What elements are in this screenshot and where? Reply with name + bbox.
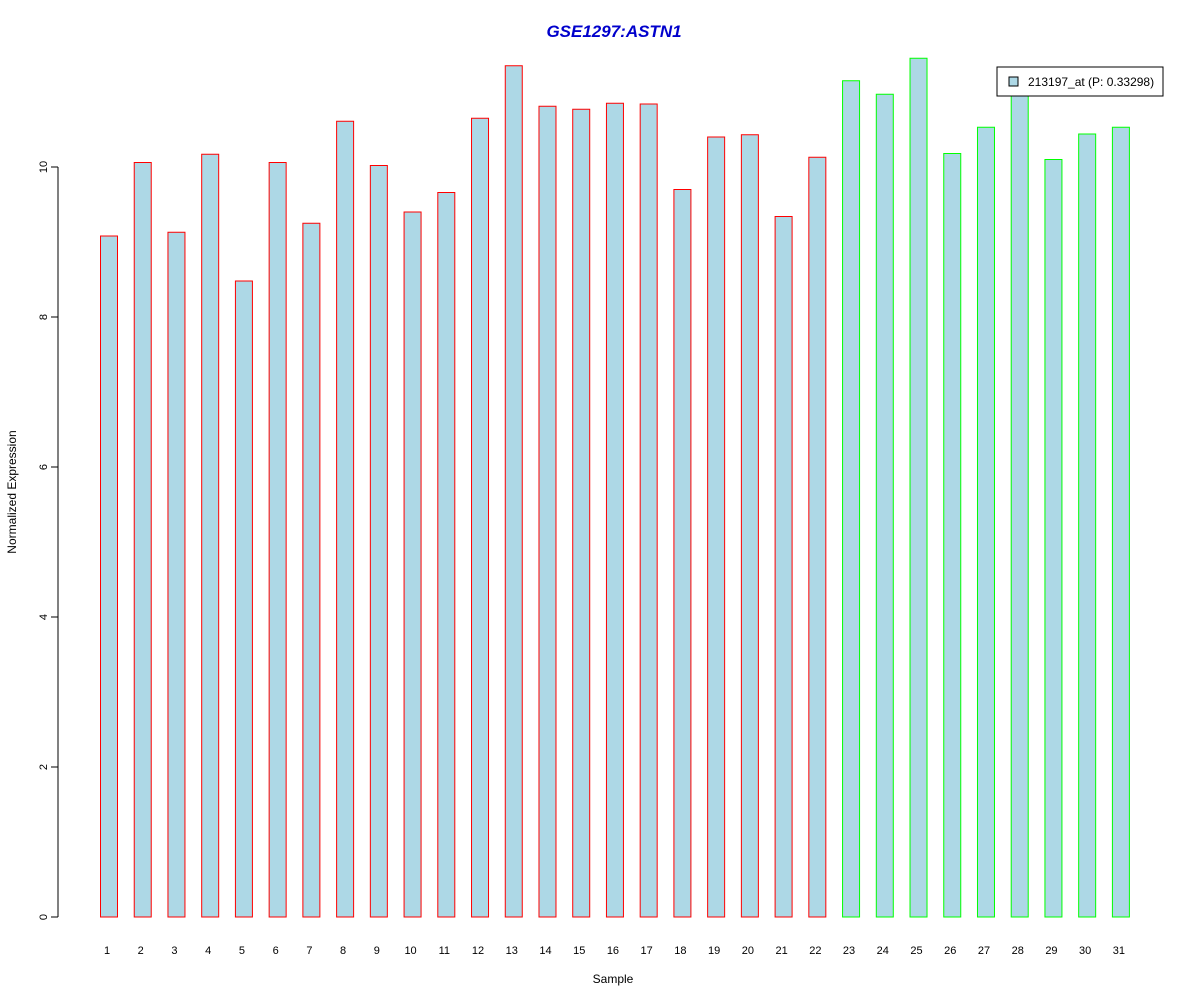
bar-sample-3	[167, 231, 186, 918]
bar-sample-24	[875, 93, 894, 918]
x-tick-label: 27	[978, 945, 990, 957]
bar-sample-15	[572, 108, 591, 918]
bar-sample-13	[504, 65, 523, 918]
bar-sample-16	[605, 102, 624, 918]
x-tick-label: 2	[138, 945, 144, 957]
bar-sample-4	[201, 153, 220, 918]
x-tick-label: 3	[171, 945, 177, 957]
y-axis: 0 2 4 6 8 10	[38, 161, 59, 920]
bar-sample-25	[909, 57, 928, 918]
y-axis-label: Normalized Expression	[5, 430, 19, 553]
x-tick-label: 17	[641, 945, 653, 957]
x-tick-label: 15	[573, 945, 585, 957]
x-tick-label: 8	[340, 945, 346, 957]
x-axis-label: Sample	[593, 972, 634, 986]
bar-sample-14	[538, 105, 557, 918]
x-tick-label: 6	[273, 945, 279, 957]
x-tick-label: 24	[877, 945, 889, 957]
x-tick-label: 21	[775, 945, 787, 957]
y-tick-label: 10	[38, 161, 50, 173]
x-tick-label: 29	[1045, 945, 1057, 957]
bar-sample-10	[403, 211, 422, 918]
bar-sample-1	[100, 235, 118, 918]
bar-sample-20	[740, 134, 759, 918]
x-tick-labels: 1 2 3 4 5 6 7 8 9 10 11 12 13 14 15 16 17 18 19 20 21 22 23 24 2…	[104, 945, 1125, 957]
bar-sample-23	[842, 80, 861, 918]
x-tick-label: 23	[843, 945, 855, 957]
x-tick-label: 4	[205, 945, 211, 957]
bar-sample-11	[437, 192, 456, 918]
x-tick-label: 9	[374, 945, 380, 957]
bar-sample-22	[808, 156, 827, 918]
bar-sample-27	[976, 126, 995, 918]
x-tick-label: 7	[306, 945, 312, 957]
legend-box	[996, 66, 1164, 97]
x-tick-label: 25	[910, 945, 922, 957]
x-tick-label: 31	[1113, 945, 1125, 957]
bar-sample-30	[1078, 133, 1097, 918]
bar-sample-5	[234, 280, 253, 918]
x-tick-label: 19	[708, 945, 720, 957]
x-tick-label: 12	[472, 945, 484, 957]
x-tick-label: 18	[674, 945, 686, 957]
bar-sample-29	[1044, 159, 1063, 918]
bar-sample-6	[268, 162, 287, 918]
x-tick-label: 22	[809, 945, 821, 957]
x-tick-label: 16	[607, 945, 619, 957]
x-tick-label: 28	[1012, 945, 1024, 957]
legend-label: 213197_at (P: 0.33298)	[1028, 75, 1154, 89]
x-tick-label: 26	[944, 945, 956, 957]
bar-sample-18	[673, 189, 692, 918]
x-tick-label: 30	[1079, 945, 1091, 957]
x-tick-label: 20	[742, 945, 754, 957]
y-tick-label: 2	[38, 764, 50, 770]
x-tick-label: 13	[506, 945, 518, 957]
x-tick-label: 1	[104, 945, 110, 957]
bar-sample-9	[369, 165, 388, 918]
y-tick-label: 8	[38, 314, 50, 320]
bars-group	[100, 57, 1130, 918]
bar-sample-2	[133, 162, 152, 918]
bar-sample-8	[336, 120, 355, 918]
legend-swatch	[1008, 76, 1019, 87]
chart-title: GSE1297:ASTN1	[546, 22, 681, 41]
bar-sample-17	[639, 103, 658, 918]
bar-sample-21	[774, 216, 793, 918]
x-tick-label: 11	[439, 945, 450, 957]
bar-sample-7	[302, 222, 321, 918]
y-tick-label: 0	[38, 914, 50, 920]
bar-sample-26	[943, 153, 962, 918]
bar-sample-31	[1111, 126, 1130, 918]
bar-sample-19	[707, 136, 726, 918]
x-tick-label: 5	[239, 945, 245, 957]
bar-sample-12	[471, 117, 490, 918]
bar-sample-28	[1010, 91, 1029, 918]
y-tick-label: 6	[38, 464, 50, 470]
legend: 213197_at (P: 0.33298)	[996, 66, 1164, 97]
x-tick-label: 10	[404, 945, 416, 957]
y-tick-label: 4	[38, 614, 50, 620]
x-tick-label: 14	[539, 945, 551, 957]
